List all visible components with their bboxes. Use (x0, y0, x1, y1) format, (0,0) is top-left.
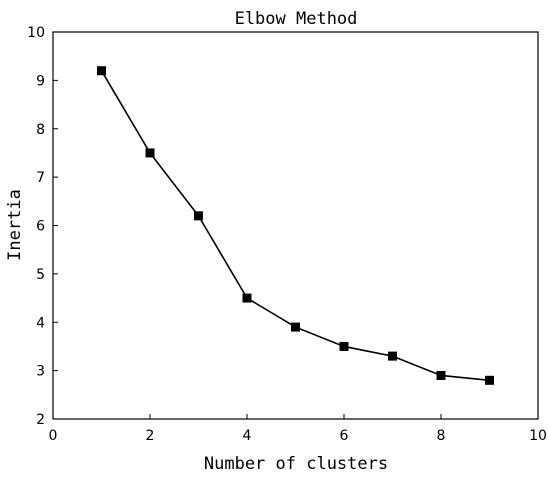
y-tick-label: 3 (36, 364, 45, 380)
data-point-marker (339, 341, 349, 351)
series-markers (97, 66, 494, 385)
y-tick-label: 6 (36, 219, 45, 235)
y-tick-label: 5 (36, 267, 45, 283)
y-tick-label: 9 (36, 73, 45, 89)
x-tick-label: 10 (529, 428, 547, 444)
data-point-marker (485, 375, 494, 385)
y-axis: 2 3 4 5 6 7 8 9 10 (27, 25, 58, 428)
y-tick-label: 4 (36, 315, 45, 331)
series-line (100, 70, 490, 382)
y-tick-label: 10 (27, 25, 45, 41)
plot-frame (52, 31, 539, 420)
x-tick-label: 4 (243, 428, 252, 444)
y-tick-label: 8 (36, 122, 45, 138)
y-axis-label: Inertia (5, 189, 25, 261)
x-tick-label: 6 (340, 428, 349, 444)
data-point-marker (388, 351, 397, 361)
x-axis-label: Number of clusters (204, 454, 388, 474)
y-tick-label: 2 (36, 412, 45, 428)
data-point-marker (242, 293, 252, 303)
data-point-marker (145, 148, 155, 158)
chart-title: Elbow Method (235, 9, 358, 29)
x-tick-label: 0 (49, 428, 58, 444)
y-tick-label: 7 (36, 170, 45, 186)
x-tick-label: 8 (437, 428, 446, 444)
data-point-marker (97, 66, 106, 76)
x-axis: 0 2 4 6 8 10 (49, 414, 547, 444)
data-point-marker (436, 370, 446, 380)
data-point-marker (291, 322, 300, 332)
x-tick-label: 2 (146, 428, 155, 444)
data-point-marker (194, 211, 203, 221)
